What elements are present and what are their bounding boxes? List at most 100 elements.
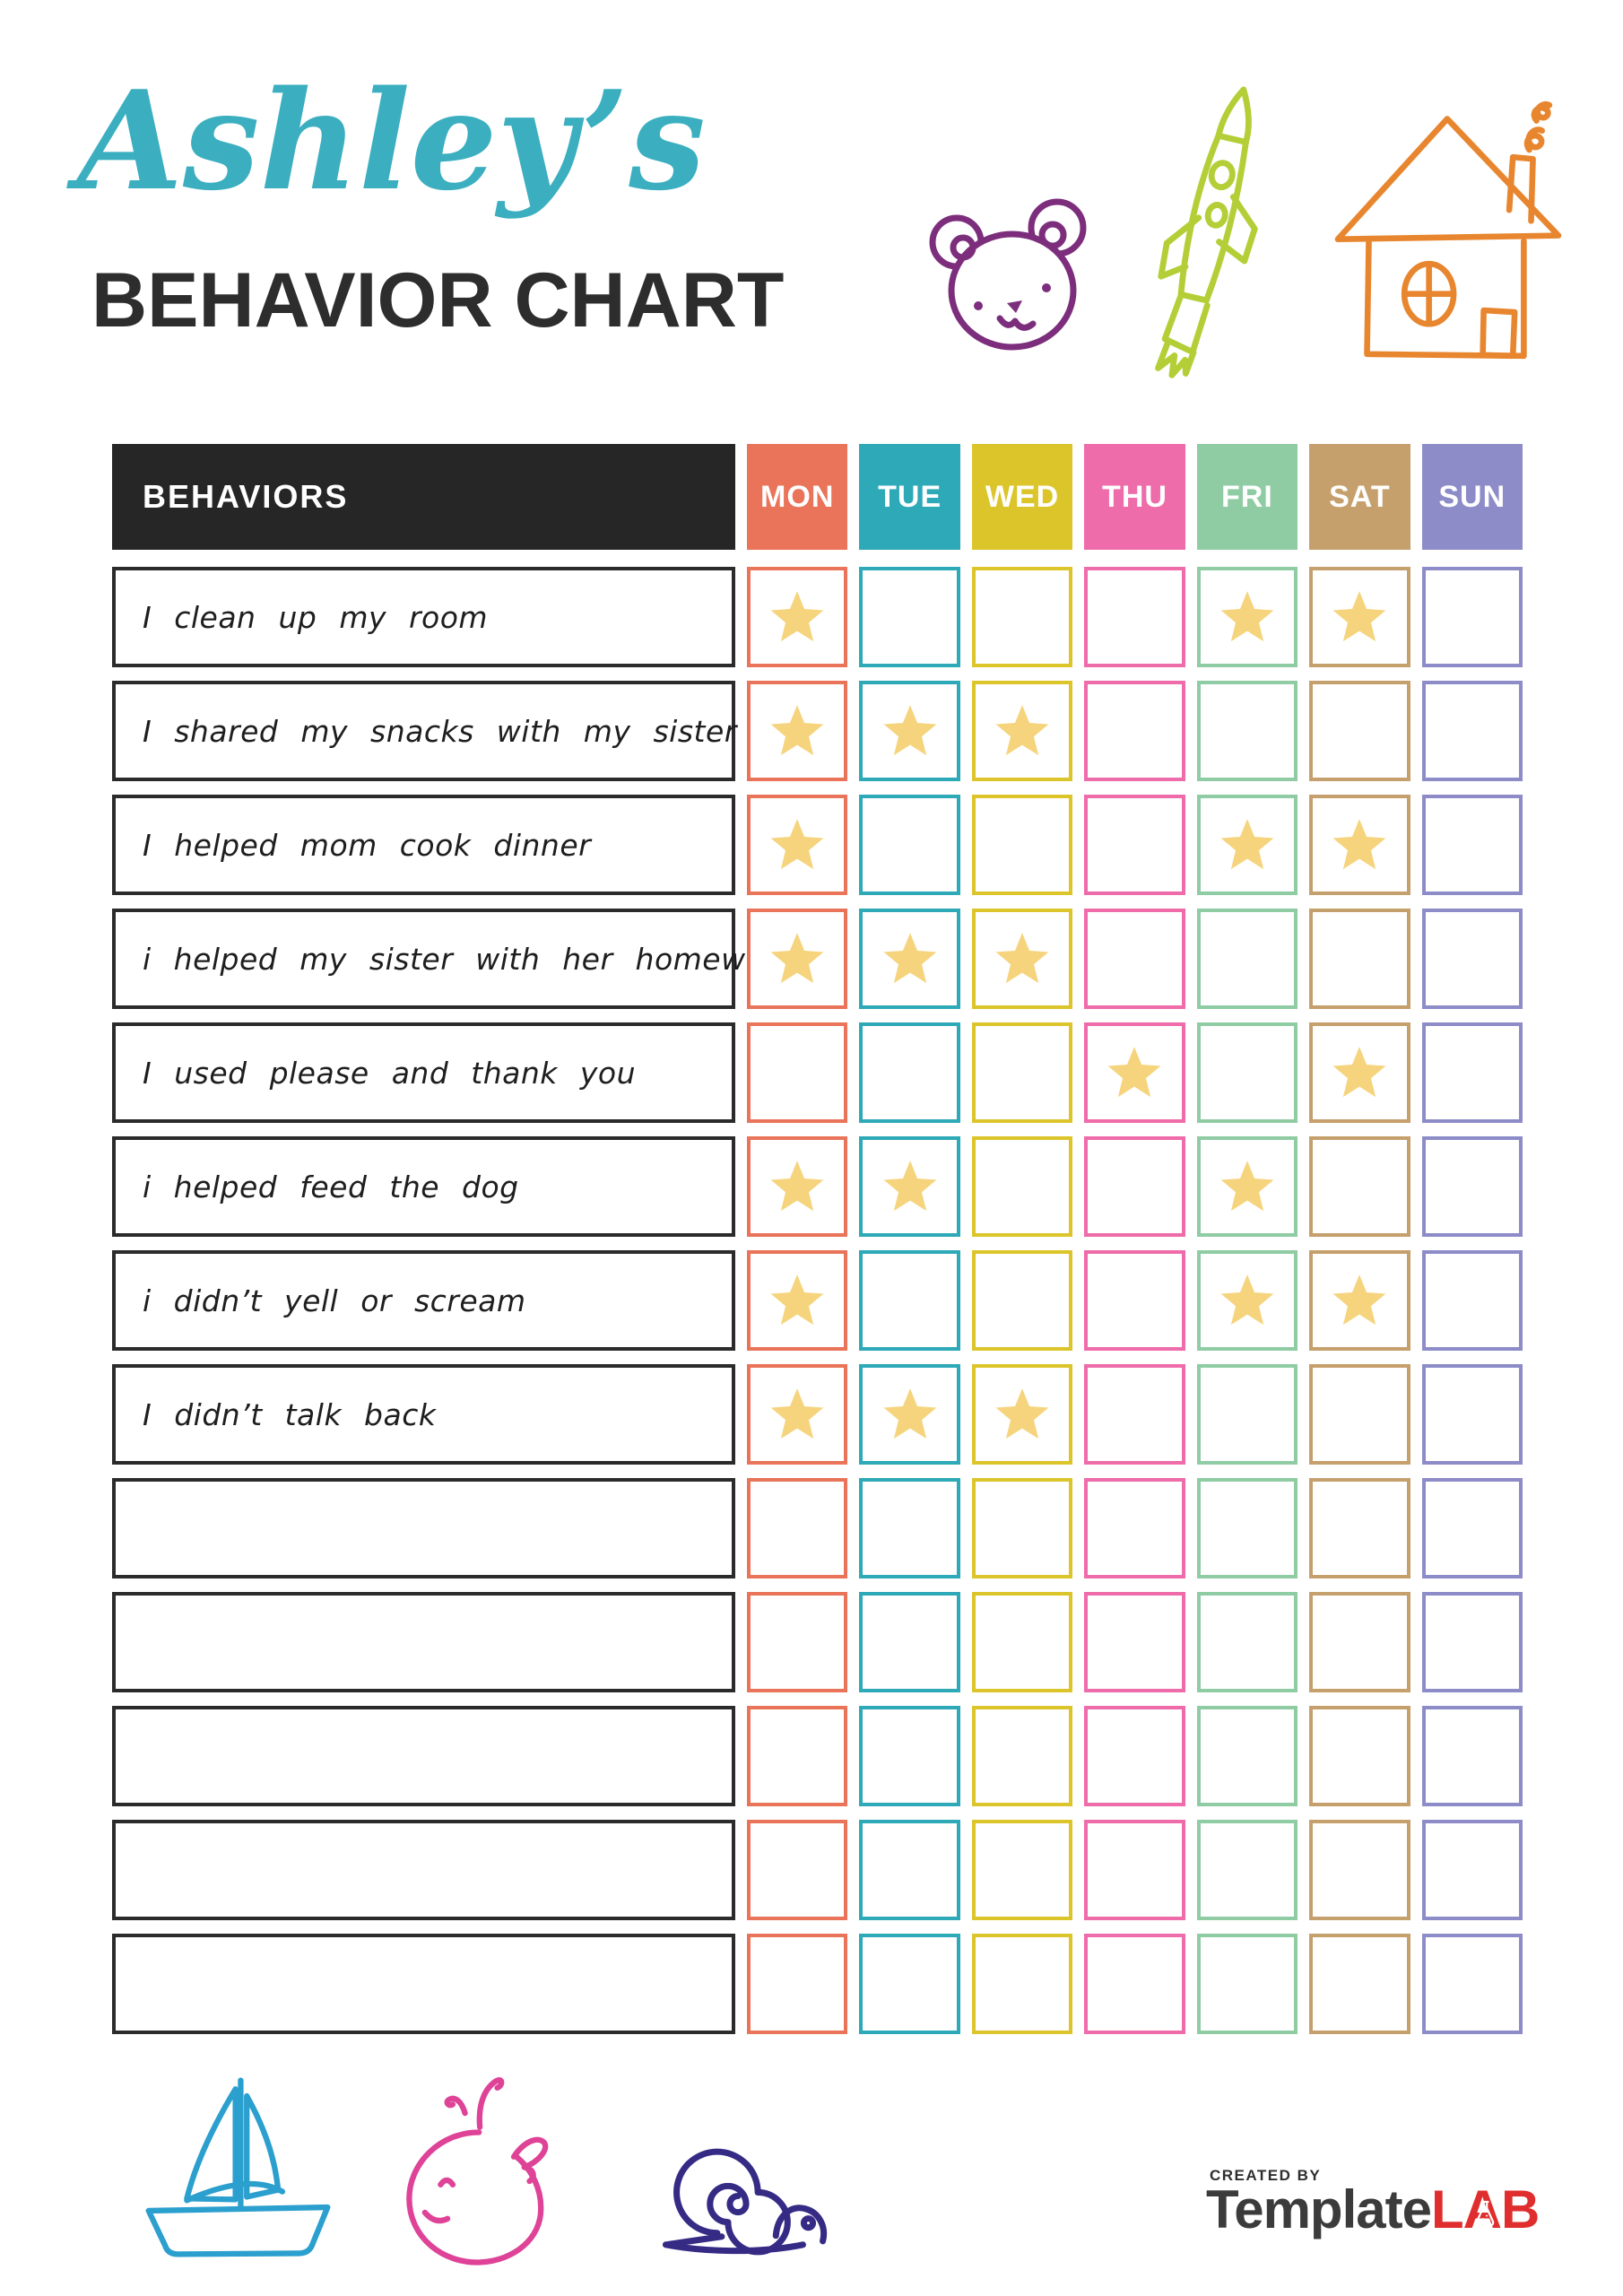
templatelab-logo: TemplateLAB	[1206, 2183, 1540, 2237]
star-cell-wed	[971, 795, 1073, 895]
star-cell-thu	[1084, 909, 1185, 1009]
star-cell-thu	[1084, 1478, 1185, 1578]
star-cell-thu	[1084, 1592, 1185, 1692]
star-cell-wed	[971, 1364, 1073, 1465]
star-icon	[995, 933, 1049, 984]
page-title-name: Ashley’s	[77, 60, 706, 221]
star-cell-thu	[1084, 681, 1185, 781]
star-cell-tue	[859, 909, 960, 1009]
star-cell-thu	[1084, 1706, 1185, 1806]
star-cell-mon	[747, 795, 848, 895]
star-cell-sun	[1421, 567, 1523, 667]
star-cell-mon	[747, 1250, 848, 1351]
star-cell-wed	[971, 1934, 1073, 2034]
star-icon	[770, 819, 824, 870]
day-header-fri: FRI	[1196, 444, 1298, 550]
star-cell-sun	[1421, 1250, 1523, 1351]
star-cell-wed	[971, 1022, 1073, 1123]
star-cell-tue	[859, 1934, 960, 2034]
star-cell-fri	[1196, 1250, 1298, 1351]
star-cell-thu	[1084, 795, 1185, 895]
star-icon	[1220, 1274, 1274, 1326]
star-icon	[1220, 1161, 1274, 1212]
star-cell-fri	[1196, 1364, 1298, 1465]
behavior-label: i helped feed the dog	[112, 1136, 735, 1237]
day-header-sun: SUN	[1421, 444, 1523, 550]
star-cell-fri	[1196, 567, 1298, 667]
behavior-label: i helped my sister with her homework	[112, 909, 794, 1009]
star-cell-fri	[1196, 1706, 1298, 1806]
star-cell-thu	[1084, 567, 1185, 667]
behavior-label: i didn’t yell or scream	[112, 1250, 735, 1351]
star-cell-mon	[747, 681, 848, 781]
star-icon	[1220, 591, 1274, 642]
star-cell-sat	[1309, 1250, 1410, 1351]
behavior-row	[112, 1706, 1523, 1806]
star-cell-tue	[859, 567, 960, 667]
star-icon	[883, 705, 937, 756]
star-cell-thu	[1084, 1250, 1185, 1351]
star-cell-sat	[1309, 1592, 1410, 1692]
star-cell-fri	[1196, 681, 1298, 781]
behavior-label	[112, 1478, 735, 1578]
bear-icon	[922, 190, 1121, 361]
table-header-row: BEHAVIORS MON TUE WED THU FRI SAT SUN	[112, 444, 1523, 550]
star-cell-thu	[1084, 1022, 1185, 1123]
star-cell-fri	[1196, 1592, 1298, 1692]
star-icon	[770, 933, 824, 984]
star-cell-tue	[859, 681, 960, 781]
behavior-row	[112, 1478, 1523, 1578]
created-by-label: CREATED BY	[1210, 2167, 1322, 2184]
star-icon	[770, 591, 824, 642]
star-cell-mon	[747, 1820, 848, 1920]
behavior-row: I clean up my room	[112, 567, 1523, 667]
star-cell-sun	[1421, 1592, 1523, 1692]
behavior-row: I shared my snacks with my sister	[112, 681, 1523, 781]
star-cell-sat	[1309, 1364, 1410, 1465]
star-cell-sat	[1309, 909, 1410, 1009]
page-title: BEHAVIOR CHART	[91, 257, 785, 344]
star-cell-sat	[1309, 567, 1410, 667]
star-icon	[770, 1161, 824, 1212]
star-icon	[995, 705, 1049, 756]
star-cell-mon	[747, 567, 848, 667]
sailboat-icon	[135, 2070, 343, 2266]
behavior-row: i helped feed the dog	[112, 1136, 1523, 1237]
star-cell-wed	[971, 567, 1073, 667]
star-cell-fri	[1196, 1136, 1298, 1237]
star-cell-wed	[971, 1250, 1073, 1351]
star-cell-mon	[747, 1022, 848, 1123]
star-cell-thu	[1084, 1136, 1185, 1237]
behavior-row	[112, 1820, 1523, 1920]
day-header-wed: WED	[971, 444, 1073, 550]
star-cell-sun	[1421, 1022, 1523, 1123]
behavior-label: I used please and thank you	[112, 1022, 735, 1123]
star-cell-fri	[1196, 1022, 1298, 1123]
behavior-table: BEHAVIORS MON TUE WED THU FRI SAT SUN I clean …	[112, 444, 1523, 2048]
star-icon	[770, 1274, 824, 1326]
snail-icon	[629, 2129, 850, 2269]
logo-template-text: Template	[1206, 2179, 1432, 2239]
star-cell-sat	[1309, 1136, 1410, 1237]
behavior-label: I clean up my room	[112, 567, 735, 667]
star-icon	[995, 1388, 1049, 1439]
star-icon	[883, 1161, 937, 1212]
star-cell-sat	[1309, 1706, 1410, 1806]
star-cell-mon	[747, 1592, 848, 1692]
star-cell-sun	[1421, 681, 1523, 781]
star-cell-mon	[747, 1706, 848, 1806]
star-cell-mon	[747, 1478, 848, 1578]
star-cell-sun	[1421, 1934, 1523, 2034]
behavior-row: I used please and thank you	[112, 1022, 1523, 1123]
behavior-label	[112, 1820, 735, 1920]
star-cell-mon	[747, 909, 848, 1009]
star-cell-wed	[971, 1592, 1073, 1692]
star-cell-fri	[1196, 1820, 1298, 1920]
star-cell-sat	[1309, 795, 1410, 895]
flask-icon	[1475, 2200, 1495, 2227]
star-cell-fri	[1196, 1478, 1298, 1578]
behavior-row: i didn’t yell or scream	[112, 1250, 1523, 1351]
star-cell-tue	[859, 1364, 960, 1465]
star-cell-sun	[1421, 1136, 1523, 1237]
